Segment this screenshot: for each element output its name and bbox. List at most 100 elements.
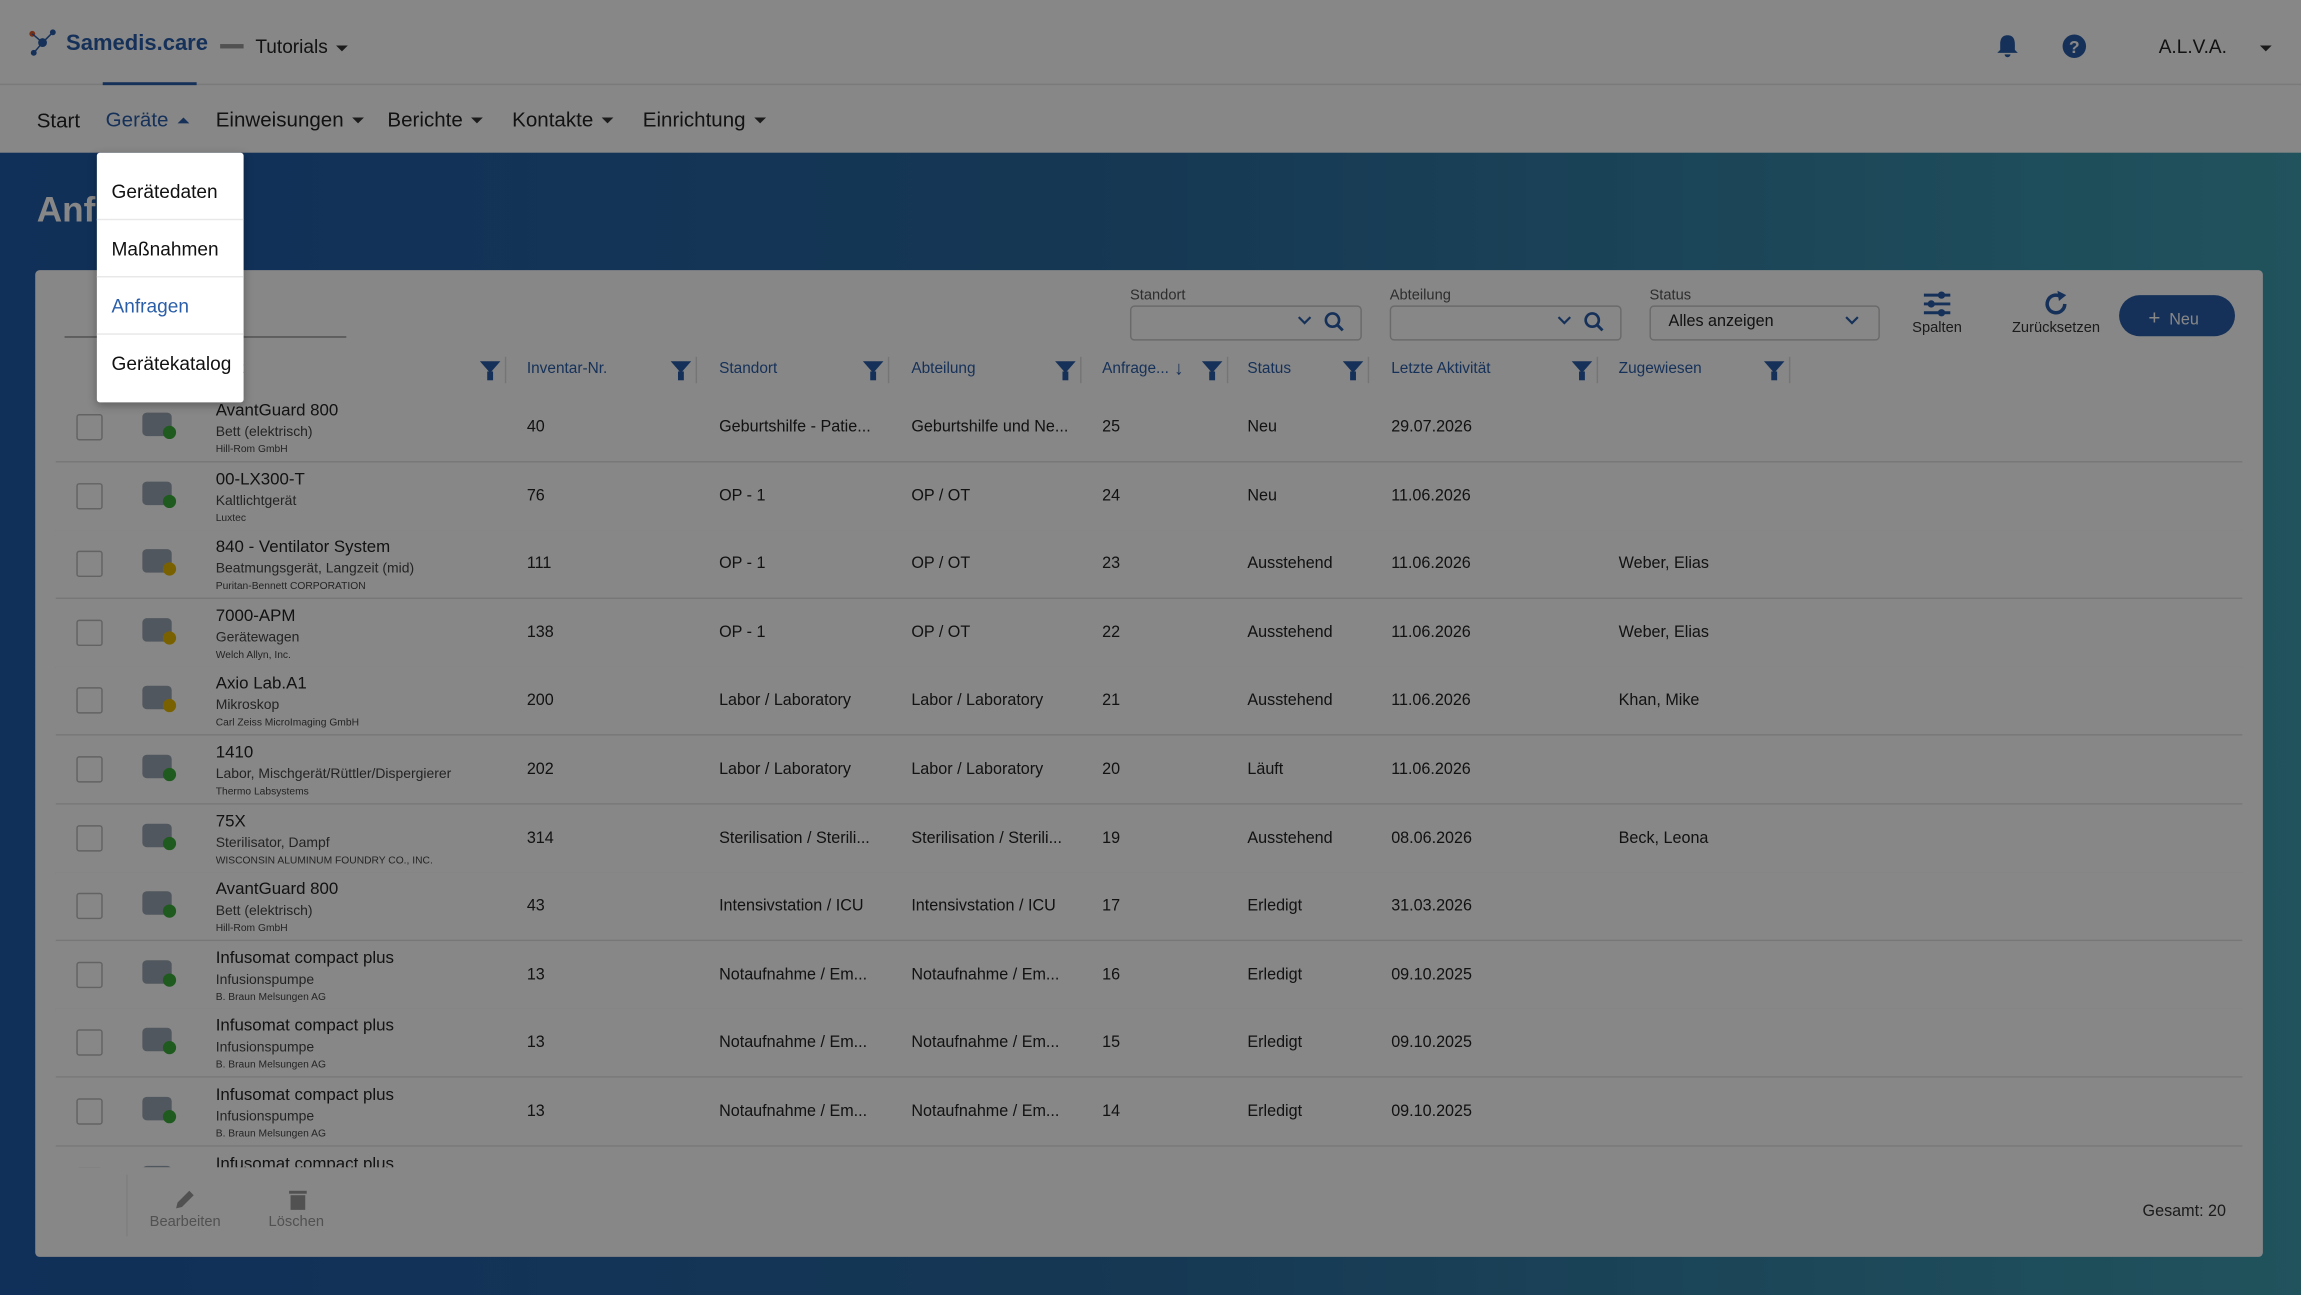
column-header[interactable]: Letzte Aktivität [1391, 359, 1491, 378]
nav-item[interactable]: Start [36, 108, 81, 133]
device-type: Infusionspumpe [215, 1040, 315, 1057]
filter-status[interactable] [1649, 305, 1880, 341]
delete-button[interactable]: Löschen [268, 1214, 325, 1231]
cell-date: 09.10.2025 [1391, 965, 1472, 984]
cell-nr: 22 [1102, 623, 1121, 642]
device-maker: Welch Allyn, Inc. [215, 650, 291, 661]
row-checkbox[interactable] [76, 619, 103, 646]
table-row[interactable]: Infusomat compact plus Infusionspumpe B. B… [55, 1009, 2243, 1079]
row-checkbox[interactable] [76, 687, 103, 715]
table-row[interactable]: Axio Lab.A1 Mikroskop Carl Zeiss MicroImag… [55, 667, 2243, 737]
nav-item[interactable]: Einrichtung [643, 107, 767, 131]
column-header[interactable]: Abteilung [911, 359, 976, 378]
device-type: Bett (elektrisch) [215, 903, 313, 920]
cell-status: Erledigt [1247, 965, 1303, 984]
cell-nr: 25 [1102, 418, 1121, 437]
row-checkbox[interactable] [76, 414, 103, 441]
column-filter[interactable] [1571, 361, 1593, 381]
sort-indicator[interactable]: ↓ [1174, 356, 1184, 379]
row-checkbox[interactable] [76, 550, 103, 578]
column-header[interactable]: Standort [719, 359, 778, 378]
column-divider [1080, 356, 1082, 384]
nav-item[interactable]: Kontakte [512, 107, 614, 131]
columns-button[interactable]: Spalten [1912, 320, 1962, 337]
device-maker: B. Braun Melsungen AG [215, 1129, 326, 1140]
cell-date: 11.06.2026 [1391, 555, 1471, 573]
edit-button[interactable]: Bearbeiten [149, 1214, 221, 1231]
table-row[interactable]: 00-LX300-T Kaltlichtgerät Luxtec 76 OP - 1 OP… [55, 461, 2243, 531]
row-checkbox[interactable] [76, 1029, 103, 1057]
cell-standort: OP - 1 [719, 555, 766, 573]
brand[interactable]: Samedis.care [66, 30, 208, 56]
new-button[interactable] [2119, 295, 2236, 337]
row-checkbox[interactable] [76, 893, 103, 920]
notifications[interactable] [1996, 34, 2019, 59]
row-checkbox[interactable] [76, 961, 103, 988]
cell-status: Ausstehend [1247, 692, 1333, 710]
cell-standort: Sterilisation / Sterili... [719, 828, 870, 847]
table-row[interactable]: 7000-APM Gerätewagen Welch Allyn, Inc. 138 O… [55, 598, 2243, 668]
filter-standort[interactable] [1129, 305, 1362, 341]
column-filter[interactable] [479, 361, 501, 381]
cell-standort: Geburtshilfe - Patie... [719, 418, 871, 437]
column-filter[interactable] [1055, 361, 1076, 381]
table-row[interactable]: Infusomat compact plus [55, 1146, 2243, 1168]
column-filter[interactable] [1201, 361, 1223, 381]
device-maker: Hill-Rom GmbH [215, 923, 288, 935]
column-filter[interactable] [1342, 361, 1364, 381]
table-row[interactable]: AvantGuard 800 Bett (elektrisch) Hill-Rom … [55, 393, 2243, 463]
cell-inv: 200 [526, 692, 554, 710]
filter-label: Abteilung [1389, 287, 1451, 304]
device-name: Axio Lab.A1 [215, 675, 307, 694]
user-menu[interactable]: A.L.V.A. [2159, 35, 2271, 57]
cell-status: Ausstehend [1247, 555, 1333, 573]
nav-item[interactable]: Einweisungen [216, 107, 365, 131]
column-filter[interactable] [1763, 361, 1785, 381]
column-filter[interactable] [670, 361, 692, 381]
table-row[interactable]: 840 - Ventilator System Beatmungsgerät, L… [55, 530, 2243, 600]
column-header[interactable]: Zugewiesen [1618, 359, 1702, 378]
status-dot [162, 1110, 177, 1124]
device-name: Infusomat compact plus [215, 1018, 394, 1036]
row-checkbox[interactable] [76, 482, 103, 509]
menu-item[interactable]: Anfragen [111, 295, 189, 318]
logo [29, 29, 56, 56]
nav-item[interactable]: Berichte [387, 107, 484, 131]
help[interactable]: ? [2062, 34, 2087, 59]
column-divider [1788, 356, 1791, 384]
table-row[interactable]: Infusomat compact plus Infusionspumpe B. B… [55, 1077, 2243, 1147]
cell-status: Erledigt [1247, 1102, 1303, 1121]
cell-nr: 19 [1102, 828, 1121, 847]
row-checkbox[interactable] [76, 824, 103, 852]
table-row[interactable]: 75X Sterilisator, Dampf WISCONSIN ALUMINUM… [55, 804, 2243, 874]
device-name: 1410 [215, 744, 254, 763]
filter-abteilung[interactable] [1389, 305, 1622, 341]
new-label: Neu [2169, 311, 2199, 329]
column-header[interactable]: Anfrage... [1102, 359, 1169, 378]
cell-inv: 202 [526, 760, 554, 779]
menu-item[interactable]: Gerätekatalog [111, 352, 232, 375]
status-dot [162, 904, 177, 918]
menu-item[interactable]: Maßnahmen [111, 237, 219, 260]
column-header[interactable]: Status [1247, 359, 1292, 378]
reset-button[interactable]: Zurücksetzen [2011, 320, 2101, 337]
cell-assigned: Beck, Leona [1618, 828, 1709, 847]
cell-date: 11.06.2026 [1391, 760, 1471, 779]
nav-item[interactable]: Geräte [106, 107, 190, 131]
menu-divider [96, 276, 244, 278]
column-header[interactable]: Inventar-Nr. [526, 359, 608, 378]
column-filter[interactable] [862, 361, 884, 381]
table-row[interactable]: 1410 Labor, Mischgerät/Rüttler/Dispergier… [55, 735, 2243, 805]
cell-nr: 17 [1102, 897, 1121, 916]
column-divider [887, 356, 890, 384]
cell-standort: OP - 1 [719, 486, 766, 505]
column-divider [1367, 356, 1370, 384]
table-row[interactable]: Infusomat compact plus Infusionspumpe B. B… [55, 940, 2243, 1010]
menu-item[interactable]: Gerätedaten [111, 180, 218, 203]
row-checkbox[interactable] [76, 756, 103, 783]
row-checkbox[interactable] [76, 1098, 103, 1125]
tenant[interactable]: Tutorials [255, 35, 349, 57]
table-row[interactable]: AvantGuard 800 Bett (elektrisch) Hill-Rom … [55, 872, 2243, 942]
status-dot [162, 425, 177, 440]
